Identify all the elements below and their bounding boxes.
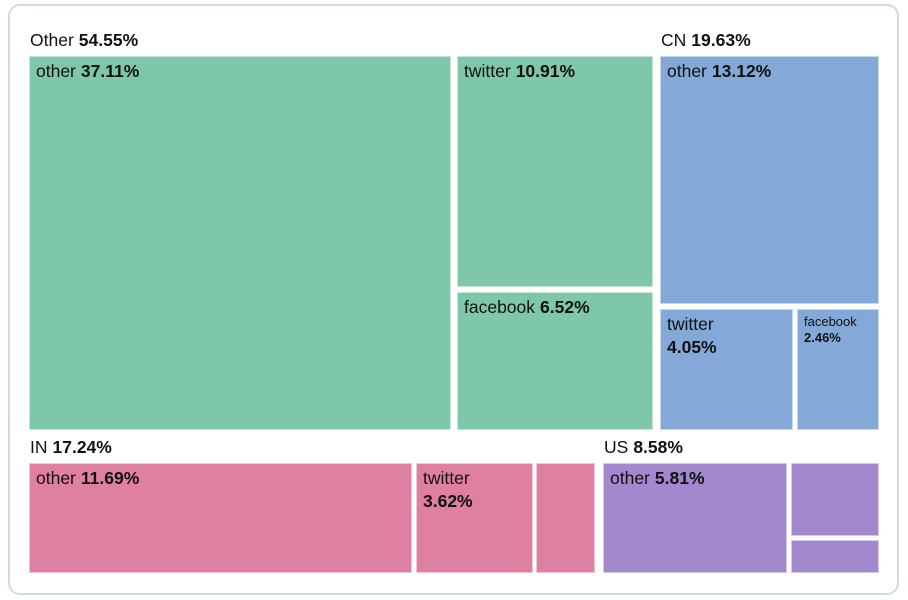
cell-label: other — [610, 468, 650, 488]
treemap-cell-other-facebook[interactable]: facebook 6.52% — [457, 292, 653, 430]
group-label: IN — [30, 437, 48, 457]
cell-label: other — [667, 61, 707, 81]
treemap-cell-in-other[interactable]: other 11.69% — [29, 463, 412, 573]
group-header-cn: CN 19.63% — [661, 30, 751, 51]
cell-label: twitter — [464, 61, 511, 81]
group-label: CN — [661, 30, 687, 50]
cell-label: other — [36, 468, 76, 488]
group-label: Other — [30, 30, 74, 50]
group-value: 19.63% — [691, 30, 751, 50]
cell-value: 13.12% — [711, 61, 772, 81]
group-value: 8.58% — [633, 437, 683, 457]
cell-value: 5.81% — [654, 468, 705, 488]
treemap-cell-us-other[interactable]: other 5.81% — [603, 463, 787, 573]
cell-label: twitter — [423, 468, 470, 488]
cell-label: facebook — [464, 297, 536, 317]
treemap-cell-other-other[interactable]: other 37.11% — [29, 56, 451, 430]
treemap-cell-other-twitter[interactable]: twitter 10.91% — [457, 56, 653, 287]
treemap-cell-in-twitter[interactable]: twitter 3.62% — [416, 463, 533, 573]
cell-value: 4.05% — [667, 336, 717, 357]
cell-value: 37.11% — [80, 61, 140, 81]
treemap-cell-cn-other[interactable]: other 13.12% — [660, 56, 879, 304]
treemap-cell[interactable] — [791, 540, 879, 573]
cell-value: 3.62% — [423, 490, 473, 511]
treemap-cell[interactable] — [536, 463, 595, 573]
cell-value: 2.46% — [804, 330, 841, 346]
cell-label: other — [36, 61, 76, 81]
group-header-in: IN 17.24% — [30, 437, 112, 458]
cell-value: 6.52% — [540, 297, 590, 317]
group-label: US — [604, 437, 629, 457]
treemap-cell[interactable] — [791, 463, 879, 536]
group-value: 17.24% — [52, 437, 112, 457]
cell-label: facebook — [804, 314, 857, 329]
treemap-cell-cn-facebook[interactable]: facebook 2.46% — [797, 309, 879, 430]
cell-value: 10.91% — [515, 61, 576, 81]
treemap-cell-cn-twitter[interactable]: twitter 4.05% — [660, 309, 793, 430]
cell-label: twitter — [667, 314, 714, 334]
cell-value: 11.69% — [80, 468, 140, 488]
group-header-other: Other 54.55% — [30, 30, 138, 51]
group-value: 54.55% — [78, 30, 139, 50]
group-header-us: US 8.58% — [604, 437, 683, 458]
